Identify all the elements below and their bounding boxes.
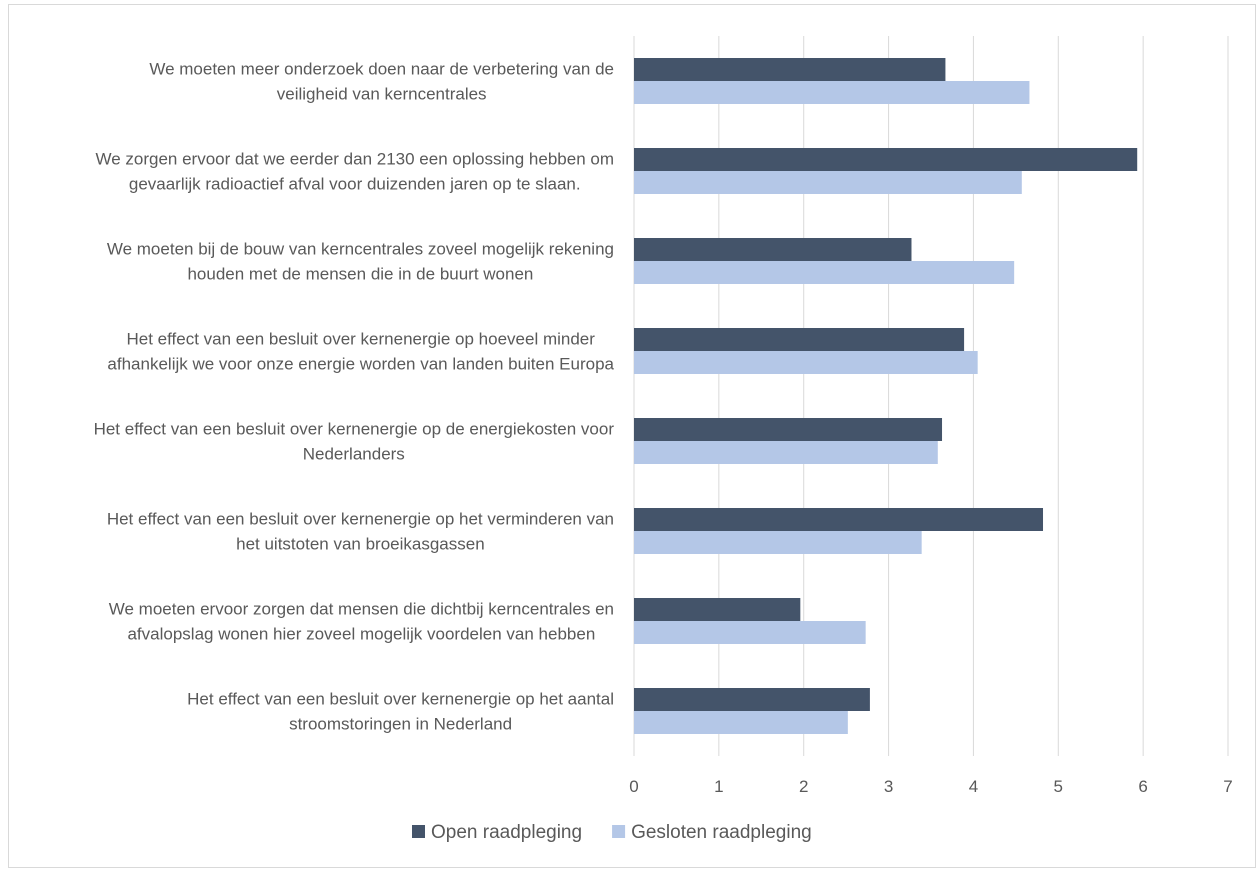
legend-label-gesloten: Gesloten raadpleging bbox=[631, 822, 812, 843]
legend-swatch-open bbox=[412, 825, 425, 838]
x-tick-label: 1 bbox=[714, 777, 723, 796]
bar-gesloten bbox=[634, 531, 922, 554]
category-label: Het effect van een besluit over kernener… bbox=[187, 690, 614, 709]
x-tick-label: 4 bbox=[969, 777, 978, 796]
x-tick-label: 7 bbox=[1223, 777, 1232, 796]
bar-open bbox=[634, 418, 943, 441]
gridlines bbox=[633, 36, 1229, 756]
bar-gesloten bbox=[634, 171, 1022, 194]
category-label: We moeten meer onderzoek doen naar de ve… bbox=[149, 60, 614, 79]
legend-swatch-gesloten bbox=[612, 825, 626, 838]
x-tick-label: 0 bbox=[629, 777, 638, 796]
legend: Open raadpleging Gesloten raadpleging bbox=[412, 822, 812, 843]
category-label: houden met de mensen die in de buurt won… bbox=[187, 265, 533, 284]
bars bbox=[634, 58, 1138, 734]
category-label: Het effect van een besluit over kernener… bbox=[94, 420, 615, 439]
category-label: We moeten ervoor zorgen dat mensen die d… bbox=[109, 600, 614, 619]
bar-gesloten bbox=[634, 621, 866, 644]
category-label: Het effect van een besluit over kernener… bbox=[127, 330, 596, 349]
category-label: Het effect van een besluit over kernener… bbox=[107, 510, 614, 529]
legend-label-open: Open raadpleging bbox=[431, 822, 582, 843]
category-label: We moeten bij de bouw van kerncentrales … bbox=[107, 240, 614, 259]
category-labels: We moeten meer onderzoek doen naar de ve… bbox=[94, 60, 615, 734]
x-tick-label: 6 bbox=[1138, 777, 1147, 796]
category-label: We zorgen ervoor dat we eerder dan 2130 … bbox=[95, 150, 614, 169]
bar-open bbox=[634, 688, 870, 711]
bar-gesloten bbox=[634, 441, 938, 464]
bar-gesloten bbox=[634, 81, 1030, 104]
x-tick-label: 3 bbox=[884, 777, 893, 796]
bar-gesloten bbox=[634, 711, 848, 734]
bar-gesloten bbox=[634, 351, 978, 374]
bar-open bbox=[634, 328, 965, 351]
x-axis-tick-labels: 0 1 2 3 4 5 6 7 bbox=[629, 777, 1232, 796]
category-label: veiligheid van kerncentrales bbox=[277, 85, 487, 104]
bar-open bbox=[634, 58, 946, 81]
category-label: gevaarlijk radioactief afval voor duizen… bbox=[129, 175, 581, 194]
bar-open bbox=[634, 238, 912, 261]
category-label: afhankelijk we voor onze energie worden … bbox=[107, 355, 614, 374]
category-label: Nederlanders bbox=[303, 445, 405, 464]
bar-open bbox=[634, 508, 1044, 531]
category-label: het uitstoten van broeikasgassen bbox=[236, 535, 485, 554]
bar-gesloten bbox=[634, 261, 1015, 284]
bar-open bbox=[634, 598, 801, 621]
bar-open bbox=[634, 148, 1138, 171]
category-label: afvalopslag wonen hier zoveel mogelijk v… bbox=[127, 625, 595, 644]
x-tick-label: 5 bbox=[1054, 777, 1063, 796]
category-label: stroomstoringen in Nederland bbox=[289, 715, 512, 734]
x-tick-label: 2 bbox=[799, 777, 808, 796]
